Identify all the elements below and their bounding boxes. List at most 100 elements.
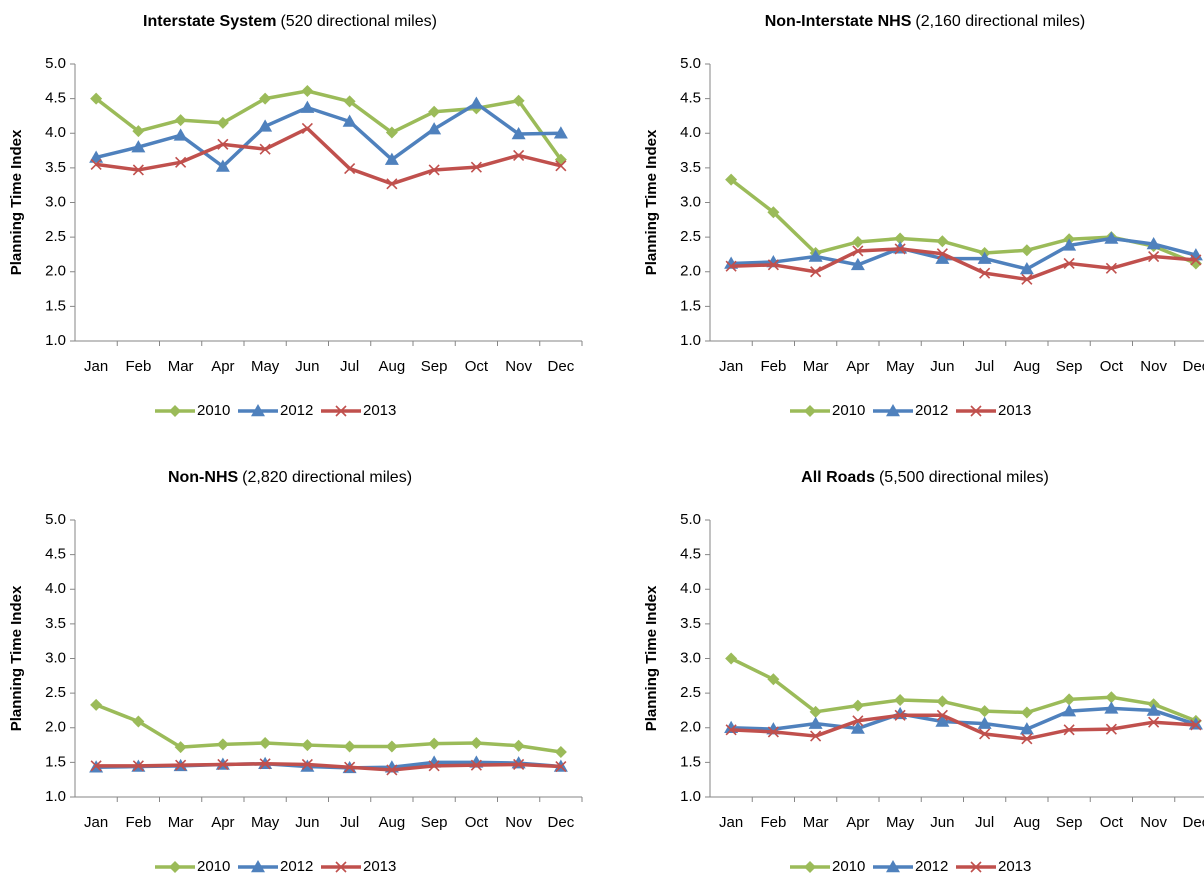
x-tick-label: May bbox=[251, 358, 280, 375]
marker bbox=[132, 715, 145, 728]
marker bbox=[384, 152, 399, 165]
y-tick-label: 1.0 bbox=[45, 332, 66, 349]
title-main: Non-NHS bbox=[168, 469, 239, 486]
y-tick-label: 4.0 bbox=[680, 124, 701, 141]
y-tick-label: 3.0 bbox=[45, 193, 66, 210]
x-tick-label: Sep bbox=[421, 814, 448, 831]
marker bbox=[851, 699, 864, 712]
legend-item: 2012 bbox=[238, 402, 313, 419]
chart-title: Non-Interstate NHS (2,160 directional mil… bbox=[765, 13, 1086, 30]
marker bbox=[335, 405, 347, 417]
marker bbox=[217, 758, 229, 771]
x-tick-label: Sep bbox=[1056, 814, 1083, 831]
y-tick-label: 1.5 bbox=[45, 753, 66, 770]
x-tick-label: Mar bbox=[803, 814, 829, 831]
marker bbox=[131, 140, 146, 153]
marker bbox=[173, 128, 188, 141]
marker bbox=[1104, 701, 1119, 714]
legend-label: 2012 bbox=[915, 402, 948, 419]
x-tick-label: Feb bbox=[760, 814, 786, 831]
y-tick-label: 1.5 bbox=[680, 753, 701, 770]
marker bbox=[1063, 693, 1076, 706]
series-line bbox=[95, 703, 562, 754]
marker bbox=[1190, 719, 1202, 731]
marker bbox=[767, 206, 780, 219]
x-tick-label: Mar bbox=[803, 358, 829, 375]
marker bbox=[1104, 231, 1119, 244]
legend-label: 2010 bbox=[197, 402, 230, 419]
marker bbox=[979, 267, 991, 279]
marker bbox=[1148, 250, 1160, 263]
marker bbox=[970, 405, 982, 417]
legend-label: 2013 bbox=[998, 402, 1031, 419]
marker bbox=[428, 164, 440, 176]
marker bbox=[970, 861, 982, 873]
legend-item: 2012 bbox=[873, 402, 948, 419]
y-tick-label: 5.0 bbox=[680, 511, 701, 528]
x-tick-label: Apr bbox=[211, 814, 234, 831]
marker bbox=[936, 235, 949, 248]
marker bbox=[470, 759, 482, 771]
x-tick-label: Mar bbox=[168, 358, 194, 375]
legend-item: 2013 bbox=[956, 402, 1031, 419]
title-detail: (2,820 directional miles) bbox=[242, 469, 412, 486]
y-axis-label: Planning Time Index bbox=[8, 129, 25, 275]
marker bbox=[174, 114, 187, 127]
y-tick-label: 2.5 bbox=[45, 228, 66, 245]
x-tick-label: May bbox=[251, 814, 280, 831]
y-tick-label: 3.5 bbox=[45, 159, 66, 176]
y-tick-label: 4.5 bbox=[45, 546, 66, 563]
marker bbox=[554, 745, 567, 758]
marker bbox=[935, 714, 950, 727]
marker bbox=[894, 232, 907, 245]
y-tick-label: 1.5 bbox=[680, 297, 701, 314]
x-tick-label: Sep bbox=[1056, 358, 1083, 375]
marker bbox=[251, 404, 265, 417]
chart-panel: Interstate System (520 directional miles)… bbox=[8, 13, 583, 419]
marker bbox=[251, 860, 265, 873]
marker bbox=[344, 163, 356, 175]
marker bbox=[979, 728, 991, 740]
marker bbox=[894, 709, 906, 721]
marker bbox=[725, 724, 737, 736]
marker bbox=[1019, 261, 1034, 275]
y-tick-label: 1.0 bbox=[45, 788, 66, 805]
x-tick-label: Jun bbox=[295, 814, 319, 831]
marker bbox=[215, 159, 230, 172]
marker bbox=[936, 695, 949, 708]
y-tick-label: 2.0 bbox=[45, 719, 66, 736]
x-tick-label: Dec bbox=[548, 358, 575, 375]
marker bbox=[850, 257, 865, 271]
series-line bbox=[730, 656, 1197, 723]
marker bbox=[301, 758, 313, 771]
x-tick-label: Aug bbox=[1014, 358, 1041, 375]
marker bbox=[1105, 723, 1117, 735]
marker bbox=[725, 260, 737, 272]
marker bbox=[804, 405, 816, 417]
marker bbox=[428, 105, 441, 118]
title-main: Non-Interstate NHS bbox=[765, 13, 912, 30]
x-tick-label: Feb bbox=[125, 358, 151, 375]
y-axis-label: Planning Time Index bbox=[8, 585, 25, 731]
marker bbox=[1062, 238, 1077, 251]
marker bbox=[132, 760, 144, 772]
marker bbox=[259, 143, 271, 155]
marker bbox=[808, 249, 823, 262]
marker bbox=[512, 94, 525, 107]
x-tick-label: May bbox=[886, 814, 915, 831]
x-tick-label: Nov bbox=[1140, 814, 1167, 831]
marker bbox=[169, 861, 181, 873]
marker bbox=[513, 149, 525, 161]
x-tick-label: Jan bbox=[719, 814, 743, 831]
marker bbox=[978, 705, 991, 718]
marker bbox=[977, 251, 992, 264]
legend-label: 2013 bbox=[363, 858, 396, 875]
x-tick-label: Oct bbox=[1100, 358, 1124, 375]
x-tick-label: Aug bbox=[1014, 814, 1041, 831]
x-tick-label: Jun bbox=[930, 358, 954, 375]
y-tick-label: 5.0 bbox=[680, 55, 701, 72]
title-main: Interstate System bbox=[143, 13, 276, 30]
title-detail: (5,500 directional miles) bbox=[879, 469, 1049, 486]
x-tick-label: Dec bbox=[1183, 358, 1204, 375]
legend-label: 2013 bbox=[363, 402, 396, 419]
